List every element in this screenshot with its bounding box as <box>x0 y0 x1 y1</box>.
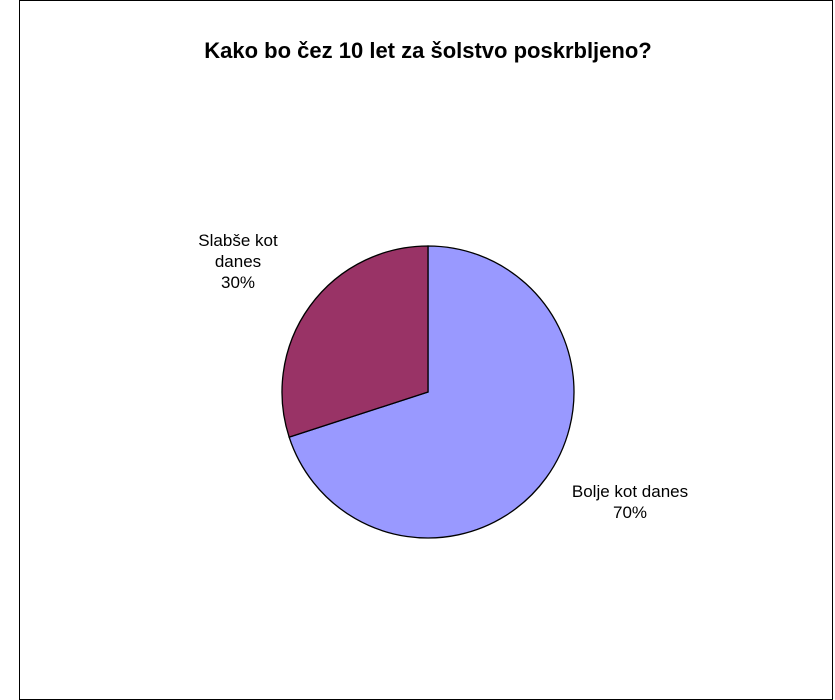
slice-labels: Bolje kot danes 70% Slabše kot danes 30% <box>198 231 688 522</box>
slice-category-label: Bolje kot danes <box>572 482 688 501</box>
slice-percent-label: 70% <box>613 503 647 522</box>
pie-slice-2 <box>281 245 429 438</box>
pie-slices <box>281 245 575 539</box>
slice-percent-label: 30% <box>221 273 255 292</box>
slice-label-1: Bolje kot danes 70% <box>572 482 688 522</box>
slice-category-label: Slabše kot <box>198 231 278 250</box>
chart-title: Kako bo čez 10 let za šolstvo poskrbljen… <box>204 38 651 63</box>
slice-label-2: Slabše kot danes 30% <box>198 231 278 292</box>
pie-slice-1 <box>288 245 575 539</box>
slice-category-label: danes <box>215 252 261 271</box>
